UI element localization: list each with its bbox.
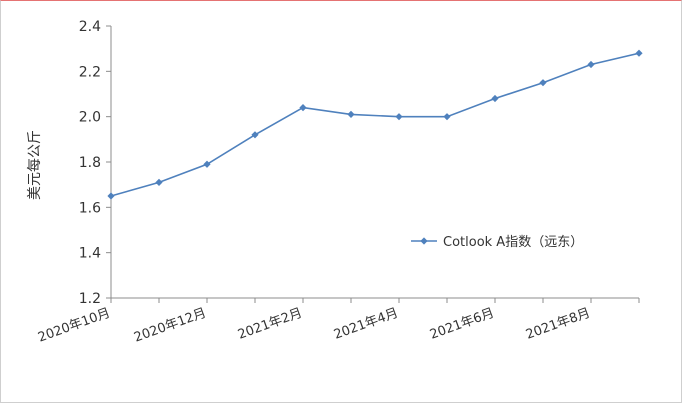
legend-label: Cotlook A指数（远东） bbox=[443, 235, 583, 250]
x-tick-label: 2020年12月 bbox=[132, 306, 208, 346]
y-tick-label: 2.2 bbox=[79, 64, 101, 80]
data-point bbox=[443, 113, 451, 121]
x-tick-label: 2021年6月 bbox=[428, 306, 496, 343]
y-axis: 1.2 1.4 1.6 1.8 2.0 2.2 2.4 bbox=[79, 19, 112, 307]
data-point bbox=[587, 60, 595, 69]
series-line bbox=[110, 52, 640, 197]
y-tick-label: 2.4 bbox=[79, 19, 101, 35]
data-point bbox=[395, 113, 403, 121]
x-tick-label: 2021年8月 bbox=[524, 306, 592, 343]
y-tick-label: 1.6 bbox=[79, 200, 101, 216]
y-tick-label: 1.2 bbox=[79, 291, 101, 307]
legend-marker bbox=[420, 237, 428, 245]
data-point bbox=[155, 178, 163, 186]
data-point bbox=[251, 131, 259, 139]
data-point bbox=[539, 79, 547, 87]
x-tick-label: 2021年2月 bbox=[236, 306, 304, 343]
data-point bbox=[203, 160, 211, 168]
y-tick-label: 2.0 bbox=[79, 110, 101, 126]
y-tick-label: 1.4 bbox=[79, 246, 101, 262]
y-tick-label: 1.8 bbox=[79, 155, 101, 171]
legend: Cotlook A指数（远东） bbox=[411, 235, 583, 250]
data-point bbox=[491, 94, 499, 103]
series-group bbox=[107, 49, 643, 200]
data-point bbox=[347, 110, 355, 118]
data-point bbox=[299, 104, 307, 112]
x-tick-label: 2020年10月 bbox=[36, 306, 112, 346]
x-axis: 2020年10月 2020年12月 2021年2月 2021年4月 2021年6月 202… bbox=[36, 297, 640, 346]
data-point bbox=[635, 49, 643, 57]
x-tick-label: 2021年4月 bbox=[332, 306, 400, 343]
y-axis-title: 美元每公斤 bbox=[27, 130, 43, 200]
data-point bbox=[107, 192, 115, 200]
